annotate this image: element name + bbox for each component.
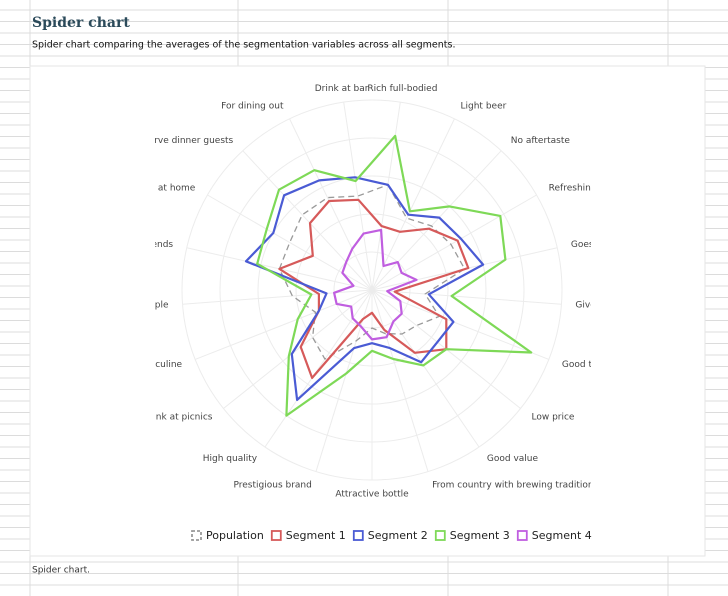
axis-label: Attractive bottle xyxy=(335,490,409,500)
axis-label: Prestigious brand xyxy=(234,480,312,490)
legend-label: Population xyxy=(206,529,264,542)
grid-spoke xyxy=(371,289,562,305)
axis-label: Good value xyxy=(487,454,539,464)
axis-label: From country with brewing tradition xyxy=(432,480,593,490)
series-line xyxy=(278,184,466,360)
sheet-title: Spider chart xyxy=(32,15,130,31)
chart-area xyxy=(29,65,706,557)
series-line xyxy=(333,228,418,341)
axis-label: Rich full-bodied xyxy=(367,84,437,94)
axis-label: nk with friends xyxy=(106,240,173,250)
grid-spoke xyxy=(371,102,401,291)
plot: Rich full-bodied Light beer No aftertaste R… xyxy=(106,84,640,500)
grid-spoke xyxy=(223,289,373,409)
axis-label: Drink at bar xyxy=(315,84,369,94)
sheet-subtitle: Spider chart comparing the averages of t… xyxy=(32,40,455,51)
axis-label: young people xyxy=(107,301,169,311)
axis-label: No aftertaste xyxy=(511,136,571,146)
axis-label: Goes down eas xyxy=(571,240,640,250)
axis-label: For dining out xyxy=(221,102,284,112)
legend-label: Segment 3 xyxy=(450,529,510,542)
grid-spoke xyxy=(371,150,502,291)
grid-spoke xyxy=(371,289,429,472)
axis-label: Light beer xyxy=(461,102,507,112)
grid-spoke xyxy=(264,289,373,448)
axis-label: Masculine xyxy=(137,360,182,370)
axis-label: High quality xyxy=(203,454,258,464)
legend-swatch xyxy=(270,530,282,541)
series-line xyxy=(278,198,470,379)
legend-label: Segment 2 xyxy=(368,529,428,542)
legend-label: Segment 1 xyxy=(286,529,346,542)
axis-label: Low price xyxy=(531,413,574,423)
axis-label: Drink at picnics xyxy=(143,413,213,423)
legend-swatch xyxy=(352,530,364,541)
grid-spoke xyxy=(343,102,373,291)
grid-spoke xyxy=(182,289,373,305)
grid-spoke xyxy=(371,289,480,448)
grid-spoke xyxy=(194,289,373,360)
legend-swatch xyxy=(191,530,202,541)
grid-spoke xyxy=(371,289,550,360)
legend-swatch xyxy=(516,530,528,541)
grid-spoke xyxy=(371,118,455,291)
axis-label: To serve dinner guests xyxy=(131,136,234,146)
grid-spoke xyxy=(242,150,373,291)
axis-label: Refreshing xyxy=(549,184,597,194)
grid-spoke xyxy=(371,194,537,291)
series-line xyxy=(244,176,485,401)
grid-spoke xyxy=(289,118,373,291)
axis-label: Good taste xyxy=(562,360,612,370)
footnote: Spider chart. xyxy=(32,566,90,576)
legend-label: Segment 4 xyxy=(532,529,592,542)
series-line xyxy=(256,134,533,417)
axis-label: Drink at home xyxy=(131,184,196,194)
legend-swatch xyxy=(434,530,446,541)
axis-label: Gives a buz xyxy=(575,301,628,311)
legend: Population Segment 1 Segment 2 Segment 3 Seg… xyxy=(191,529,592,542)
